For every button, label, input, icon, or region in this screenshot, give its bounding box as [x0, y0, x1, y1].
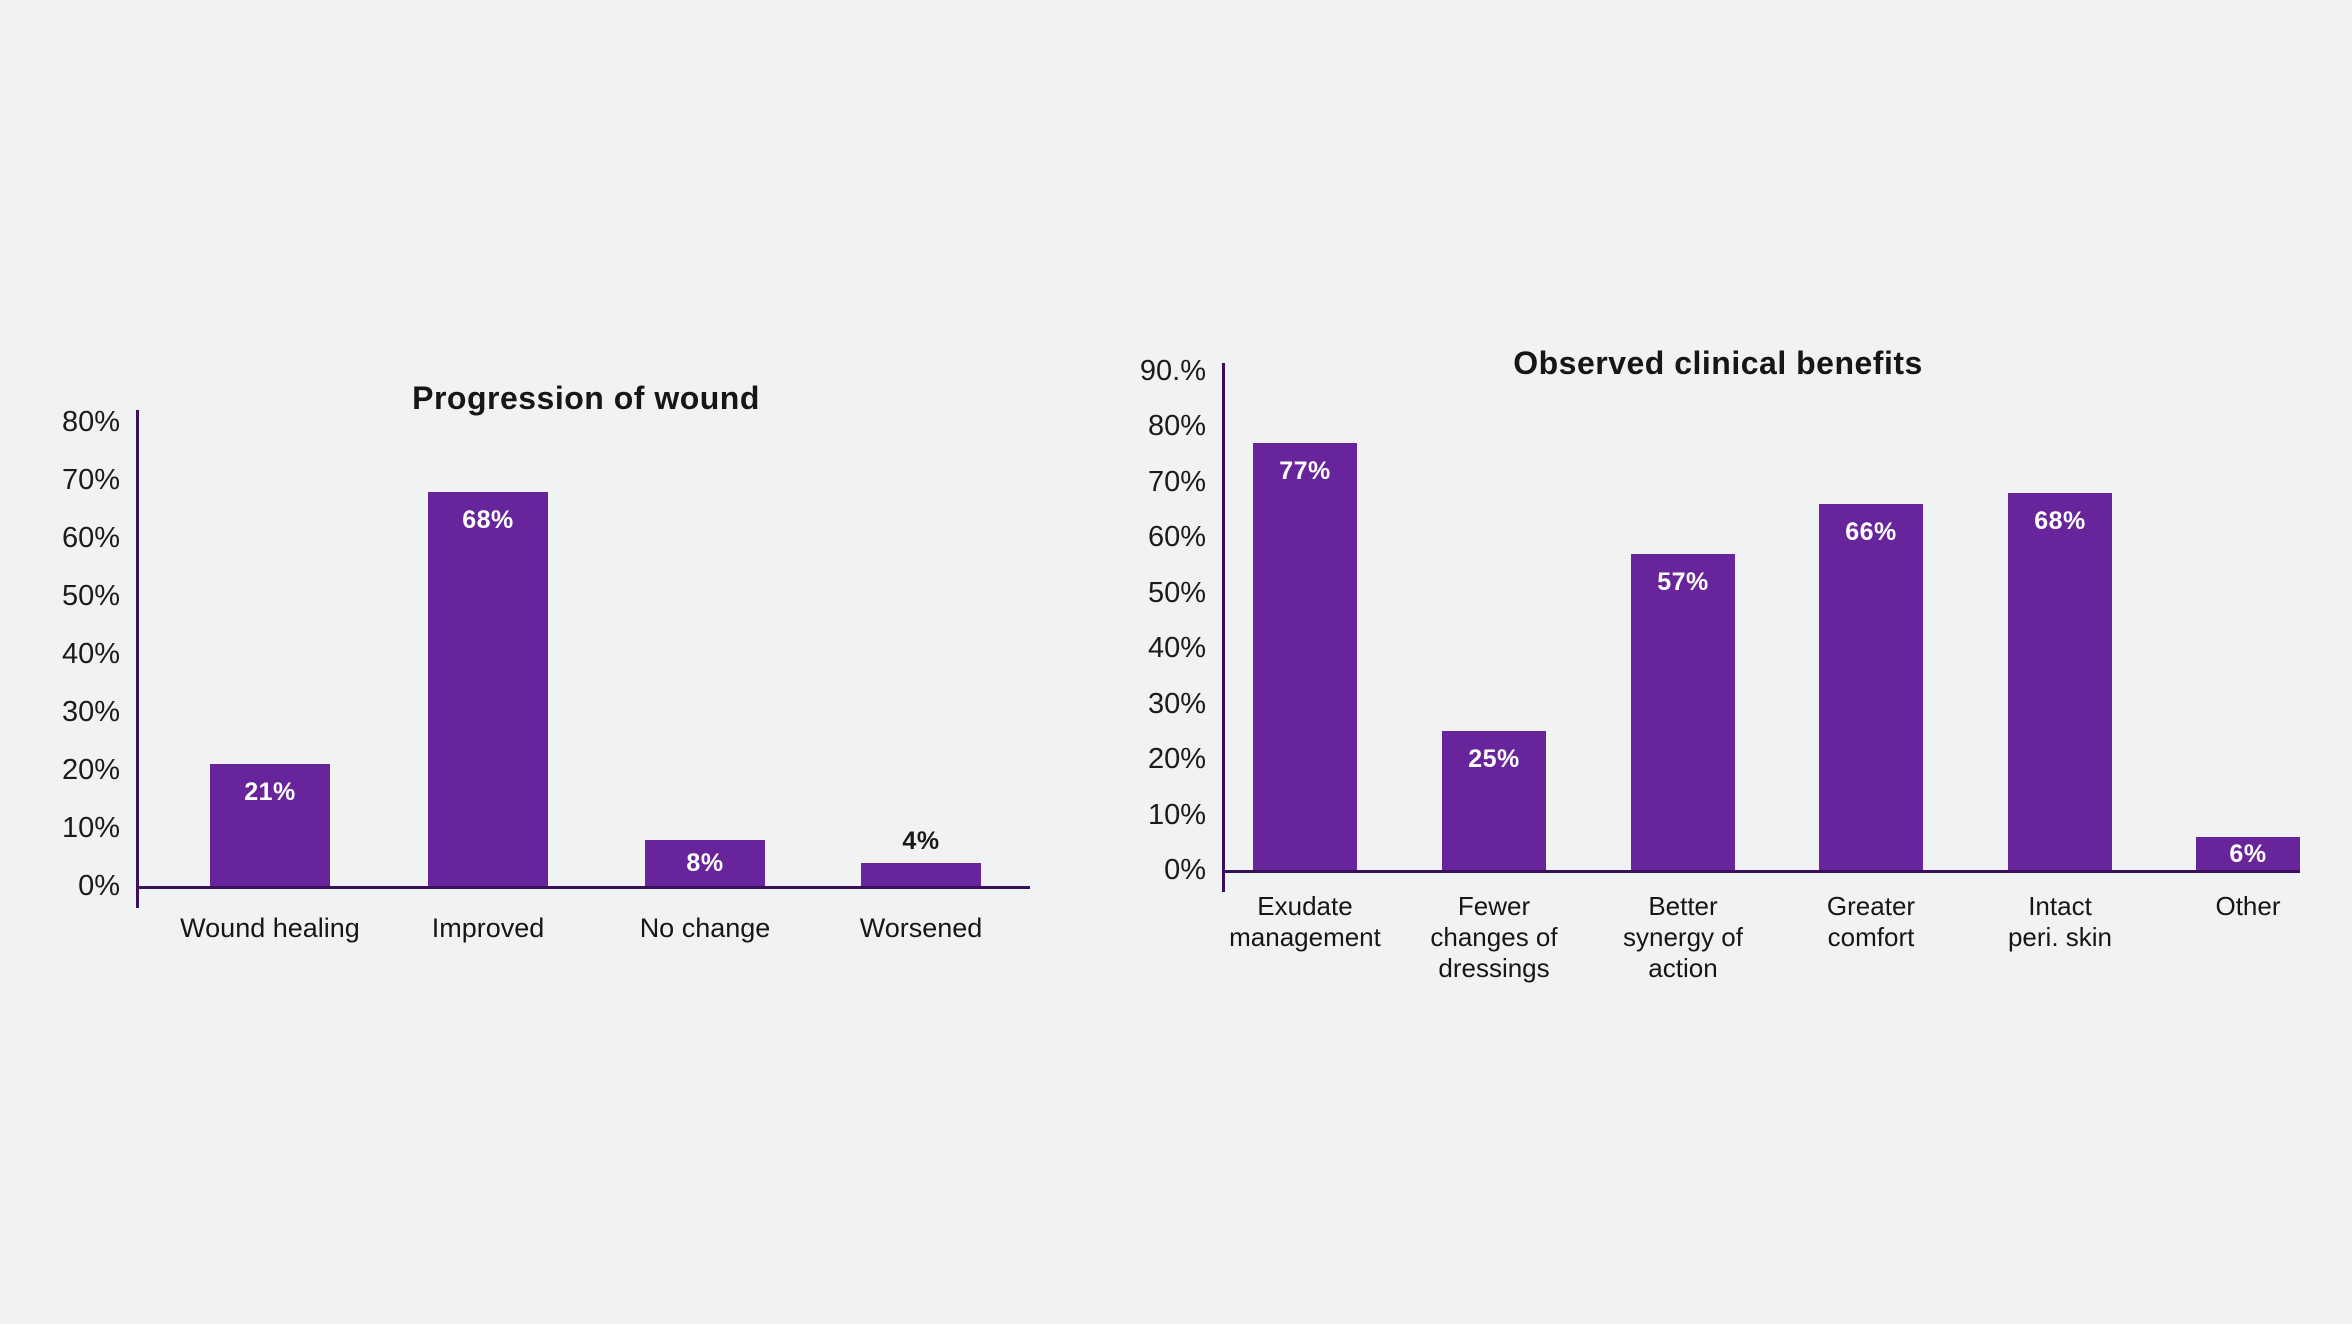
category-label: Intact peri. skin	[2007, 891, 2113, 952]
y-tick-label: 40%	[61, 638, 120, 670]
category-label: Wound healing	[180, 913, 360, 943]
bar	[428, 492, 548, 886]
category-label: Other	[2215, 891, 2281, 921]
y-tick-label: 90.%	[1139, 354, 1206, 387]
y-tick-label: 50%	[61, 580, 120, 612]
y-tick-label: 80%	[1147, 410, 1206, 442]
y-tick-label: 50%	[1147, 576, 1206, 609]
category-label: Greater comfort	[1826, 891, 1916, 952]
y-tick-label: 0%	[1164, 854, 1206, 886]
y-tick-label: 20%	[1147, 743, 1206, 775]
y-tick-label: 0%	[78, 870, 120, 902]
bar-value-label: 66%	[1845, 518, 1897, 546]
y-tick-label: 20%	[61, 754, 120, 786]
bar	[210, 764, 330, 886]
y-axis-line	[1222, 363, 1225, 892]
bar	[2196, 837, 2300, 870]
category-label: Worsened	[859, 913, 983, 943]
bar	[2008, 493, 2112, 870]
bar-value-label: 68%	[462, 506, 514, 534]
y-tick-label: 30%	[61, 696, 120, 728]
y-tick-label: 40%	[1147, 632, 1206, 664]
y-axis-line	[136, 410, 139, 908]
bar-value-label: 6%	[2229, 839, 2267, 868]
bar-value-label: 77%	[1279, 457, 1331, 485]
bar	[1442, 731, 1546, 870]
y-tick-label: 30%	[1147, 687, 1206, 720]
bar-value-label: 25%	[1468, 745, 1520, 773]
y-tick-label: 10%	[1147, 798, 1206, 831]
x-axis-line	[1222, 870, 2300, 873]
y-tick-label: 70%	[61, 464, 120, 496]
bar	[1819, 504, 1923, 870]
chart-title: Progression of wound	[412, 380, 760, 416]
bar	[1253, 443, 1357, 870]
y-tick-label: 80%	[61, 406, 120, 438]
category-label: Exudate management	[1229, 891, 1381, 952]
y-tick-label: 10%	[61, 812, 120, 844]
bar-value-label: 68%	[2034, 507, 2086, 535]
category-label: Fewer changes of dressings	[1430, 891, 1558, 983]
progression-of-wound-chart: Progression of wound 80% 70% 60% 50% 40% 30% 2…	[0, 340, 1100, 1040]
bar	[645, 840, 765, 886]
x-axis-line	[136, 886, 1030, 889]
y-tick-label: 60%	[61, 522, 120, 554]
bar-value-label: 57%	[1657, 568, 1709, 596]
observed-clinical-benefits-chart: Observed clinical benefits 90.% 80% 70% 60%…	[1100, 340, 2352, 1040]
category-label: Improved	[431, 913, 545, 943]
category-label: Better synergy of action	[1623, 891, 1743, 983]
y-tick-label: 60%	[1147, 521, 1206, 553]
bar	[1631, 554, 1735, 870]
bar-value-label: 8%	[686, 849, 724, 877]
category-label: No change	[639, 913, 771, 943]
y-tick-label: 70%	[1147, 465, 1206, 498]
chart-title: Observed clinical benefits	[1513, 345, 1923, 381]
bar	[861, 863, 981, 886]
bar-value-label: 4%	[902, 827, 940, 855]
bar-value-label: 21%	[244, 778, 296, 806]
